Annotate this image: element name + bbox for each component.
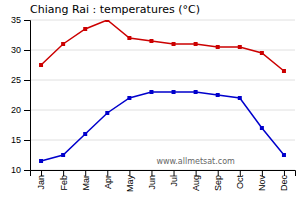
marker bbox=[238, 96, 242, 100]
marker bbox=[105, 111, 109, 115]
x-axis: Jan Feb Mar Apr May Jun Jul Aug Sep Oct Nov Dec bbox=[31, 170, 296, 192]
y-tick-label: 30 bbox=[11, 45, 21, 55]
x-tick: Feb bbox=[59, 170, 69, 191]
grid-line bbox=[30, 80, 295, 81]
grid bbox=[30, 20, 295, 170]
x-tick: Oct bbox=[235, 170, 245, 189]
y-tick-label: 10 bbox=[11, 165, 21, 175]
x-tick-label: Jun bbox=[147, 175, 157, 190]
y-axis: 10 15 20 25 30 35 bbox=[11, 15, 31, 175]
x-tick: May bbox=[125, 170, 135, 192]
marker bbox=[260, 51, 264, 55]
y-tick: 15 bbox=[11, 135, 30, 145]
x-tick: Nov bbox=[257, 170, 267, 191]
y-tick-label: 15 bbox=[11, 135, 21, 145]
x-tick: Sep bbox=[213, 170, 223, 191]
marker bbox=[149, 90, 153, 94]
series-line bbox=[41, 20, 284, 71]
x-tick: Jun bbox=[147, 170, 157, 190]
x-tick: Mar bbox=[81, 170, 91, 191]
marker bbox=[149, 39, 153, 43]
marker bbox=[105, 20, 109, 22]
y-tick-mark bbox=[24, 170, 30, 171]
x-tick: Dec bbox=[279, 170, 289, 191]
x-tick: Apr bbox=[103, 170, 113, 189]
marker bbox=[216, 93, 220, 97]
y-tick-mark bbox=[24, 50, 30, 51]
marker bbox=[83, 27, 87, 31]
x-tick: Aug bbox=[191, 170, 201, 191]
series-line bbox=[41, 92, 284, 161]
marker bbox=[238, 45, 242, 49]
x-tick-label: Feb bbox=[59, 175, 69, 191]
x-tick-label: Mar bbox=[81, 175, 91, 191]
marker bbox=[127, 96, 131, 100]
marker bbox=[39, 159, 43, 163]
y-tick-label: 20 bbox=[11, 105, 21, 115]
marker bbox=[216, 45, 220, 49]
y-tick: 10 bbox=[11, 165, 30, 175]
x-tick: Jan bbox=[36, 170, 46, 190]
marker bbox=[172, 90, 176, 94]
marker bbox=[194, 90, 198, 94]
title: Chiang Rai : temperatures (°C) bbox=[30, 3, 200, 16]
marker bbox=[282, 69, 286, 73]
x-tick-label: Jan bbox=[36, 175, 46, 190]
marker bbox=[61, 42, 65, 46]
x-tick-label: Sep bbox=[213, 175, 223, 191]
y-axis-line bbox=[24, 21, 31, 171]
marker bbox=[282, 153, 286, 157]
x-tick-label: Aug bbox=[191, 175, 201, 191]
series-group bbox=[39, 20, 286, 163]
x-tick-label: May bbox=[125, 175, 135, 193]
y-tick-mark bbox=[24, 80, 30, 81]
grid-line bbox=[30, 110, 295, 111]
y-tick: 30 bbox=[11, 45, 30, 55]
marker bbox=[260, 126, 264, 130]
y-tick-label: 25 bbox=[11, 75, 21, 85]
y-tick: 35 bbox=[11, 15, 30, 25]
annotation: www.allmetsat.com bbox=[156, 157, 235, 166]
x-tick: Jul bbox=[169, 170, 179, 187]
x-tick-label: Oct bbox=[235, 175, 245, 190]
marker bbox=[39, 63, 43, 67]
grid-line bbox=[30, 140, 295, 141]
x-tick-label: Nov bbox=[257, 175, 267, 192]
x-tick-label: Apr bbox=[103, 175, 113, 189]
x-tick-label: Jul bbox=[169, 175, 179, 187]
marker bbox=[172, 42, 176, 46]
marker bbox=[127, 36, 131, 40]
grid-line bbox=[30, 20, 295, 21]
y-tick: 25 bbox=[11, 75, 30, 85]
y-tick-mark bbox=[24, 20, 30, 21]
marker bbox=[194, 42, 198, 46]
x-tick-label: Dec bbox=[279, 175, 289, 192]
x-axis-line bbox=[31, 171, 296, 177]
y-tick: 20 bbox=[11, 105, 30, 115]
plot-area: 10 15 20 25 30 35 Jan Feb Mar Apr May Jun Jul Aug Sep O… bbox=[11, 15, 296, 192]
y-tick-mark bbox=[24, 110, 30, 111]
marker bbox=[61, 153, 65, 157]
grid-line bbox=[30, 50, 295, 51]
y-tick-mark bbox=[24, 140, 30, 141]
chart: 10 15 20 25 30 35 Jan Feb Mar Apr May Jun Jul Aug Sep O… bbox=[0, 0, 305, 200]
y-tick-label: 35 bbox=[11, 15, 21, 25]
marker bbox=[83, 132, 87, 136]
